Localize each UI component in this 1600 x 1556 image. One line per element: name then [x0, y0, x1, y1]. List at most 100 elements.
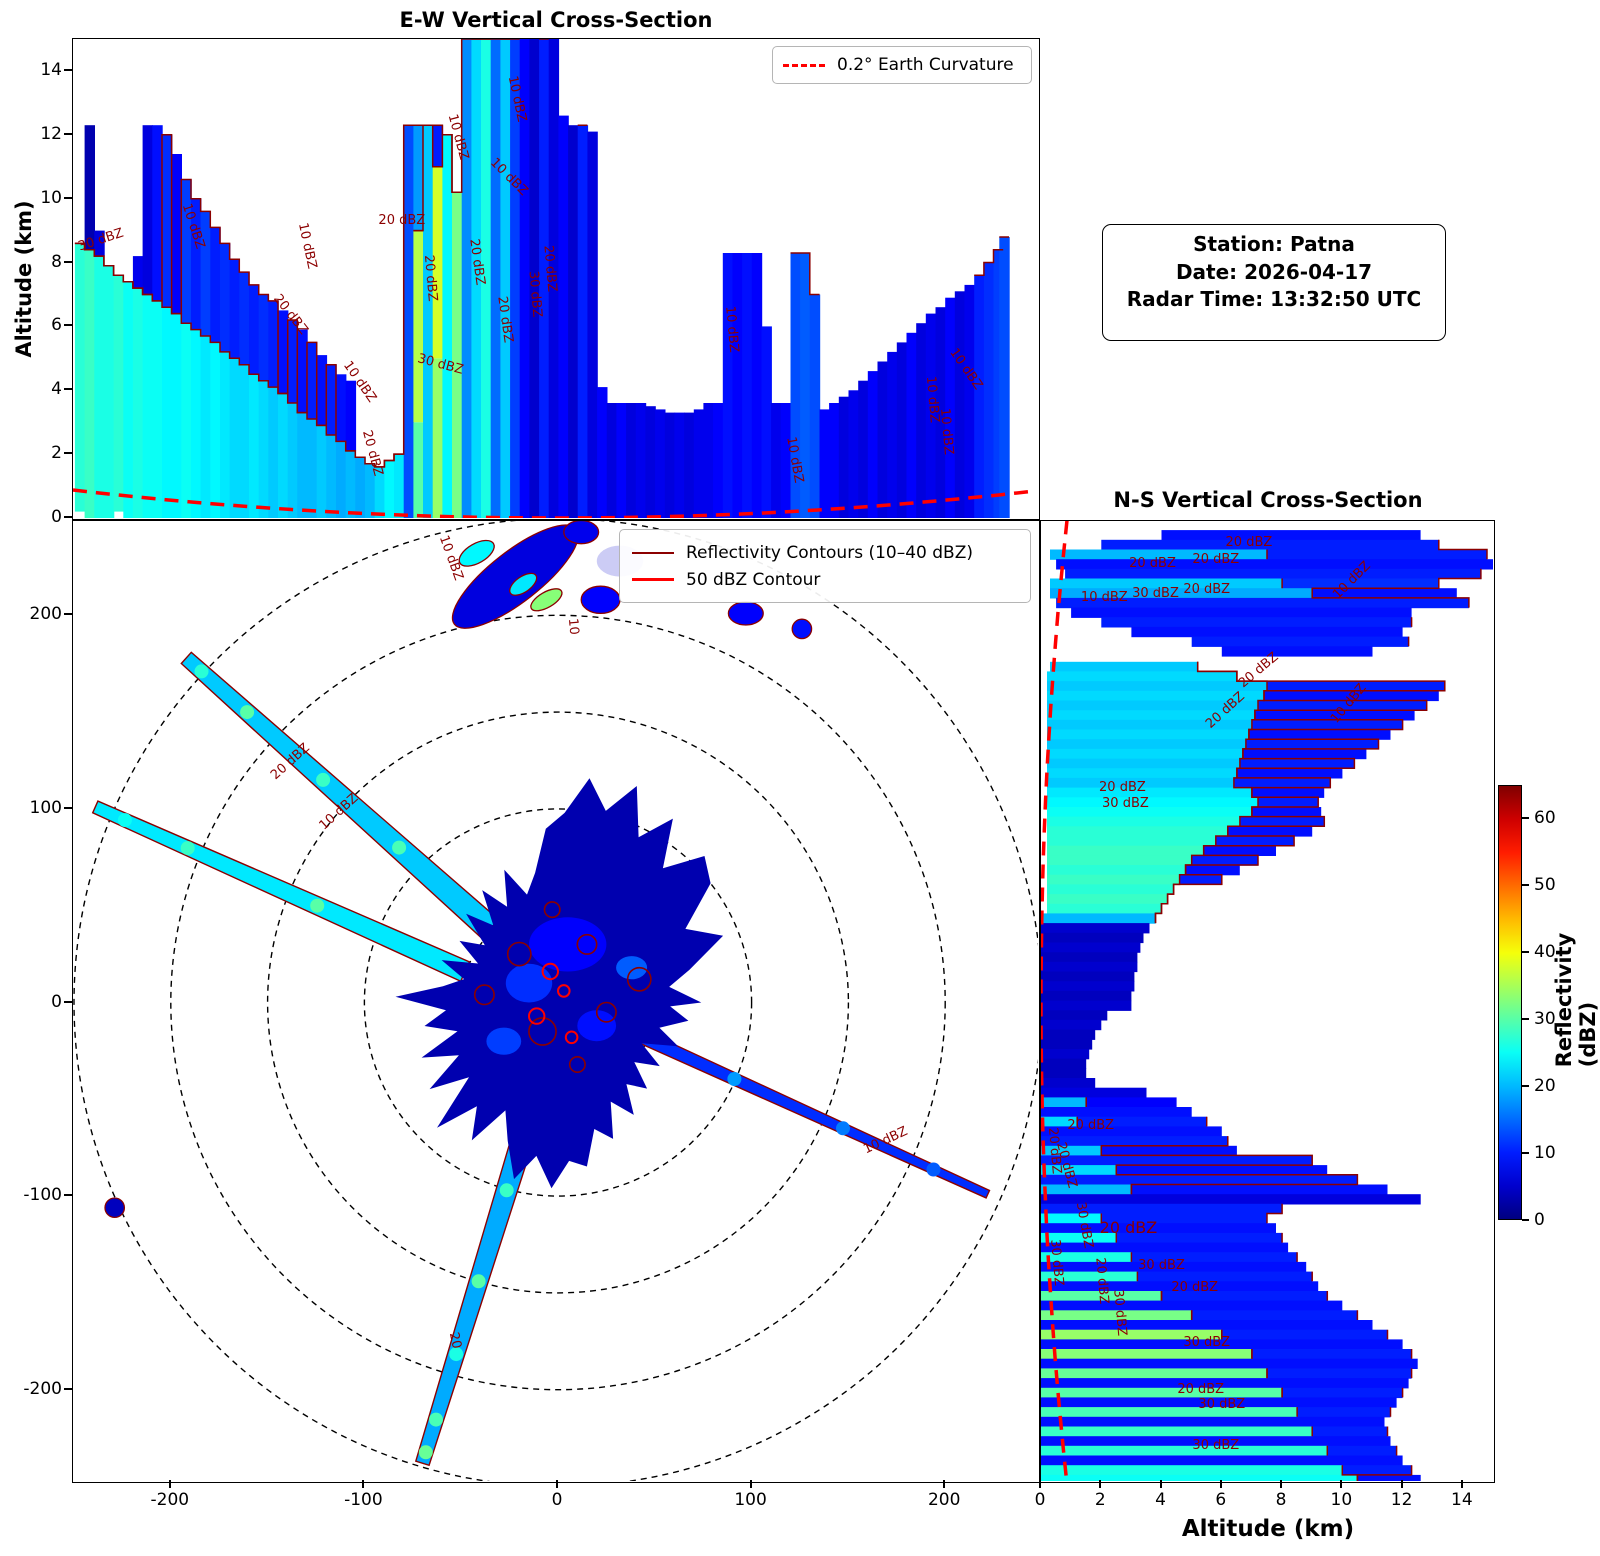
- ns-reflectivity-cell: [1041, 1310, 1192, 1321]
- ew-reflectivity-cell: [442, 134, 453, 518]
- polar-y-tick-mark: [64, 613, 72, 616]
- ew-reflectivity-cell: [703, 403, 714, 518]
- polar-y-tick-mark: [64, 806, 72, 809]
- ns-reflectivity-cell: [1041, 1203, 1283, 1215]
- ew-y-tick-mark: [64, 196, 72, 199]
- ew-contour-30dbz: [413, 165, 462, 232]
- ns-reflectivity-cell: [1041, 1387, 1283, 1399]
- ns-reflectivity-cell: [1312, 588, 1457, 599]
- ew-reflectivity-cell: [490, 39, 502, 518]
- outer-echo-blob: [791, 618, 813, 640]
- ns-reflectivity-cell: [1047, 690, 1264, 702]
- ns-contour-label: 30 dBZ: [1183, 1335, 1230, 1350]
- colorbar-tick: 40: [1534, 942, 1556, 963]
- ew-reflectivity-cell: [674, 412, 685, 518]
- colorbar-tick-mark: [1522, 1018, 1529, 1021]
- ns-reflectivity-cell: [1251, 719, 1403, 731]
- outer-echo-blob: [458, 539, 495, 567]
- ew-reflectivity-cell: [345, 380, 357, 451]
- ew-y-tick-mark: [64, 388, 72, 391]
- ns-reflectivity-cell: [1086, 1097, 1177, 1108]
- ns-reflectivity-cell: [1191, 1310, 1358, 1321]
- ns-contour-label: 20 dBZ: [1226, 535, 1273, 550]
- ew-reflectivity-cell: [365, 463, 376, 518]
- ew-reflectivity-cell: [713, 403, 724, 518]
- ew-reflectivity-cell: [355, 457, 366, 518]
- ew-reflectivity-cell: [74, 243, 86, 512]
- ew-contour-label: 20 dBZ: [378, 213, 425, 228]
- ew-contour-label: 20 dBZ: [540, 245, 559, 293]
- ew-reflectivity-cell: [384, 460, 395, 518]
- ns-reflectivity-cell: [1041, 1368, 1267, 1379]
- ns-reflectivity-cell: [1050, 661, 1198, 673]
- ew-reflectivity-cell: [539, 39, 550, 518]
- ns-reflectivity-cell: [1041, 1407, 1298, 1418]
- ns-reflectivity-cell: [1047, 719, 1252, 731]
- ew-reflectivity-cell: [809, 294, 821, 518]
- ns-reflectivity-cell: [1258, 797, 1319, 808]
- ns-reflectivity-cell: [1191, 636, 1409, 647]
- ns-contour-label: 20 dBZ: [1045, 1127, 1064, 1175]
- ew-reflectivity-cell: [568, 125, 579, 518]
- contour-line-swatch-icon: [632, 551, 674, 554]
- ns-reflectivity-cell: [1050, 549, 1267, 560]
- ew-reflectivity-cell: [258, 294, 270, 381]
- ns-reflectivity-cell: [1071, 607, 1412, 618]
- ew-reflectivity-cell: [84, 125, 95, 250]
- ew-reflectivity-cell: [132, 288, 144, 518]
- ns-reflectivity-cell: [1041, 1416, 1385, 1428]
- ew-y-tick: 4: [51, 379, 62, 400]
- ew-reflectivity-cell: [229, 259, 240, 359]
- ns-reflectivity-cell: [1312, 1426, 1388, 1437]
- ns-reflectivity-cell: [1047, 855, 1192, 866]
- center-contour-ring: [528, 1017, 557, 1046]
- ns-x-tick: 0: [1034, 1490, 1046, 1510]
- ns-reflectivity-cell: [1236, 768, 1343, 779]
- ew-contour-label: 10 dBZ: [295, 221, 319, 270]
- ns-contour-label: 20 dBZ: [1177, 1382, 1224, 1397]
- ew-reflectivity-cell: [171, 154, 182, 314]
- ns-reflectivity-cell: [1041, 913, 1156, 924]
- radial-streak-1: [91, 800, 471, 983]
- ew-reflectivity-cell: [191, 329, 202, 518]
- ns-x-tick: 8: [1275, 1490, 1287, 1510]
- ns-reflectivity-cell: [1041, 1445, 1328, 1457]
- ns-reflectivity-cell: [1041, 1136, 1228, 1147]
- ns-contour-label: 30 dBZ: [1102, 796, 1149, 811]
- ns-reflectivity-cell: [1041, 981, 1135, 992]
- ns-cross-section-panel: 20 dBZ 20 dBZ 20 dBZ 10 dBZ 30 dBZ 20 dBZ 10 d…: [1040, 520, 1495, 1483]
- ew-reflectivity-cell: [519, 39, 531, 518]
- ns-reflectivity-cell: [1077, 1116, 1207, 1127]
- ns-reflectivity-cell: [1041, 1184, 1132, 1195]
- ew-reflectivity-cell: [800, 253, 811, 518]
- ns-contour-label: 10 dBZ: [1081, 590, 1128, 605]
- fifty-dbz-contour-mark: [564, 1030, 579, 1045]
- streak-core-dot: [392, 840, 407, 855]
- ns-x-tick-mark: [1159, 1480, 1162, 1488]
- ns-contour-label: 30 dBZ: [1047, 1239, 1066, 1287]
- polar-x-tick-mark: [749, 1480, 752, 1488]
- ns-reflectivity-cell: [1041, 1068, 1087, 1079]
- ew-reflectivity-cell: [239, 364, 250, 518]
- range-ring-200km: [170, 614, 946, 1391]
- ns-contour-label: 20 dBZ: [1100, 1218, 1158, 1237]
- ew-legend-label: 0.2° Earth Curvature: [837, 55, 1014, 75]
- ns-reflectivity-cell: [1203, 845, 1276, 856]
- ew-reflectivity-cell: [403, 125, 415, 518]
- ew-reflectivity-cell: [432, 166, 444, 359]
- ns-x-tick: 14: [1451, 1490, 1473, 1510]
- ns-reflectivity-cell: [1041, 1087, 1147, 1098]
- ns-reflectivity-cell: [1041, 1339, 1403, 1350]
- ns-x-tick: 6: [1215, 1490, 1227, 1510]
- ew-contour-label: 10 dBZ: [722, 305, 741, 353]
- polar-x-tick: 200: [927, 1490, 961, 1510]
- ew-reflectivity-cell: [268, 387, 279, 518]
- ew-reflectivity-cell: [887, 351, 898, 518]
- ew-reflectivity-cell: [471, 39, 482, 518]
- ns-reflectivity-cell: [1179, 874, 1222, 885]
- polar-contour-label: 20: [446, 1331, 464, 1350]
- ew-reflectivity-cell: [645, 406, 656, 518]
- ns-reflectivity-cell: [1254, 710, 1415, 721]
- ew-reflectivity-cell: [152, 300, 163, 518]
